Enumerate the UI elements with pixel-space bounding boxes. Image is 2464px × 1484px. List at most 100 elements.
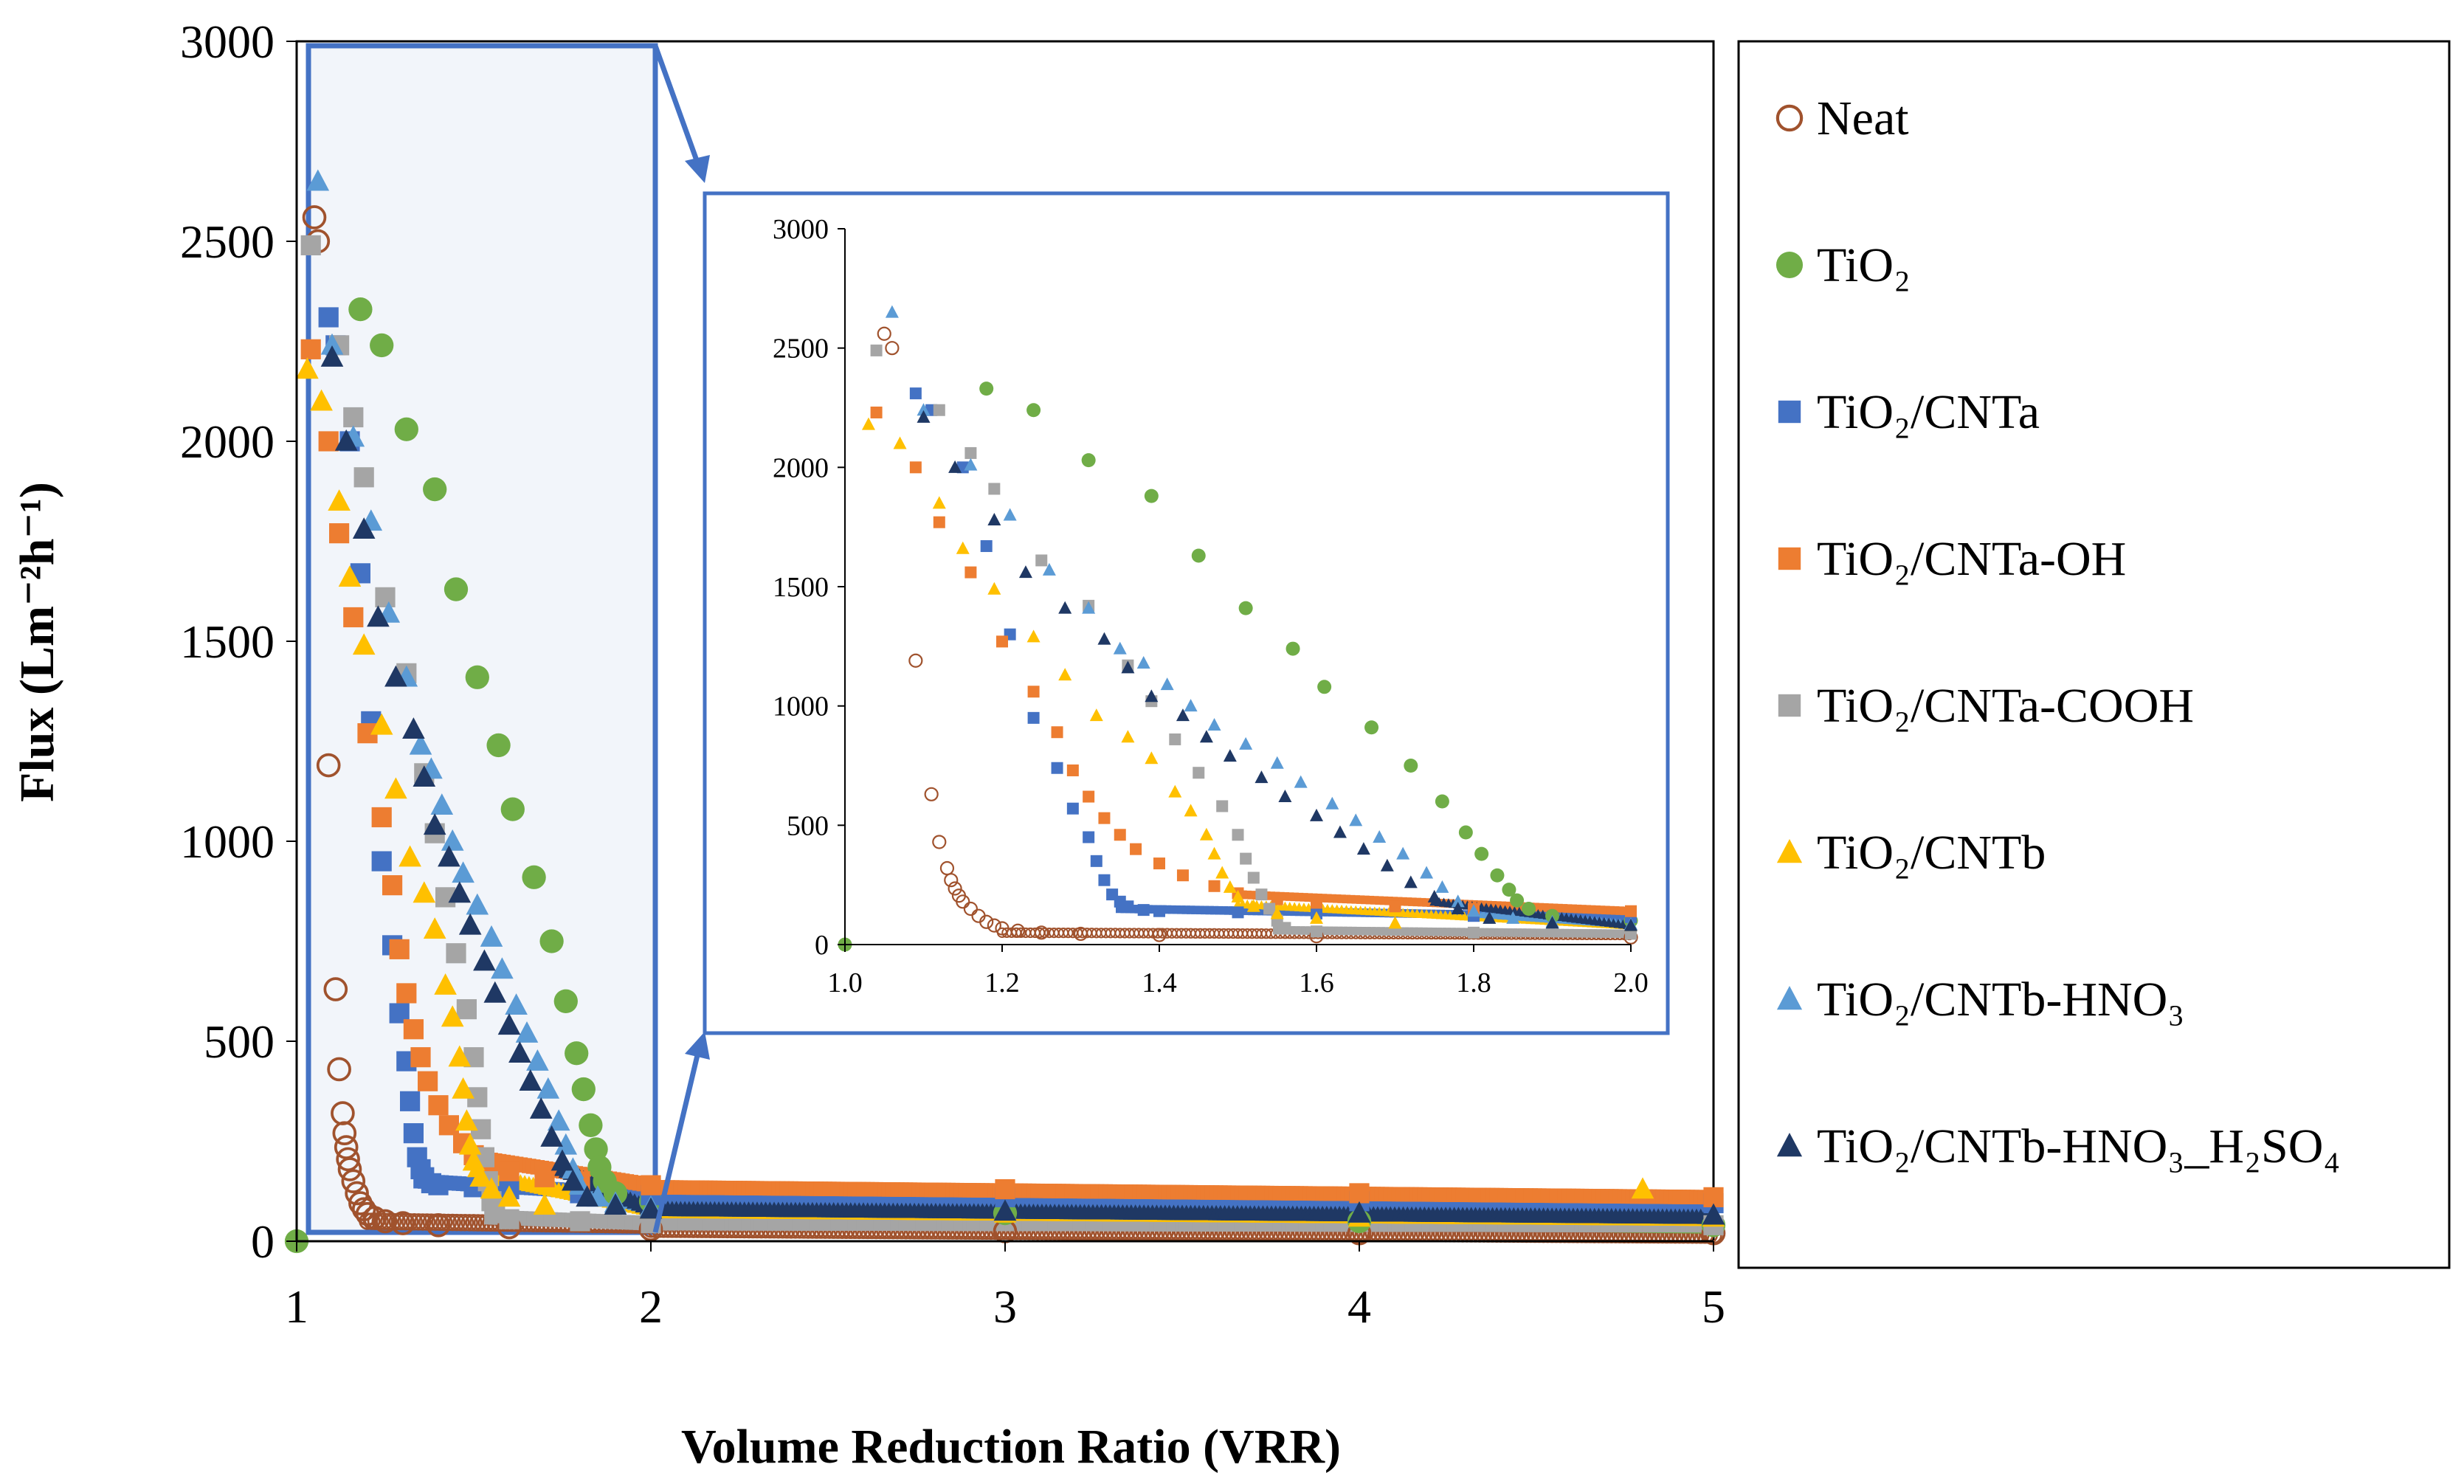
inset-tail-marker-s4 [1438,928,1447,936]
inset-data-point-s2 [1083,831,1095,843]
main-data-point-s7 [604,1193,627,1215]
main-data-point-s6 [409,733,432,755]
inset-tail-marker-s4 [1358,927,1367,936]
main-tail-marker-s0 [405,1213,424,1231]
inset-data-point-s6 [1506,911,1520,924]
main-data-point-s5 [458,1133,482,1155]
main-data-point-s5 [296,357,319,379]
main-tail-marker-s0 [414,1213,432,1231]
inset-data-point-s6 [1420,866,1434,879]
legend-marker-2 [1778,400,1801,424]
main-y-tick-label: 2000 [180,415,275,468]
inset-tail-marker-s3 [1294,892,1304,902]
legend-box [1737,40,2451,1269]
inset-data-point-s6 [1239,736,1253,750]
main-data-point-s2 [403,1123,424,1144]
inset-tail-marker-s4 [1339,926,1347,936]
inset-data-point-s1 [1081,453,1096,468]
main-data-point-s1 [522,865,546,889]
inset-data-point-s4 [1232,829,1244,841]
inset-tail-marker-s2 [1215,905,1224,915]
inset-tail-marker-s2 [1601,912,1610,922]
inset-tail-marker-s3 [1342,894,1351,904]
inset-tail-marker-s2 [1219,906,1229,915]
main-data-point-s3 [396,983,417,1004]
main-data-point-s3 [371,807,392,828]
main-data-point-s7 [1702,1203,1725,1225]
inset-tail-marker-s4 [1414,927,1423,936]
inset-tail-marker-s4 [1603,929,1612,938]
inset-y-tick-label: 0 [815,930,829,961]
inset-data-point-s4 [933,404,945,416]
inset-tail-marker-s4 [1400,927,1409,936]
inset-data-point-s3 [1083,790,1095,803]
main-data-point-s5 [441,1005,464,1027]
inset-tail-marker-s4 [1353,926,1362,936]
inset-data-point-s7 [1333,825,1347,838]
zoom-arrow-bottom-head [685,1032,710,1060]
main-data-point-s5 [455,1109,478,1131]
inset-tail-marker-s3 [1290,892,1299,902]
main-data-point-s7 [352,517,376,539]
inset-x-tick-label: 1.2 [984,967,1020,998]
inset-data-point-s5 [1246,899,1260,912]
main-data-point-s6 [547,1109,570,1131]
inset-data-point-s1 [1191,548,1206,563]
inset-data-point-s0 [908,653,923,668]
inset-tail-marker-s2 [1286,907,1294,917]
inset-tail-marker-s3 [1483,900,1492,910]
inset-tail-marker-s2 [1243,906,1252,916]
inset-tail-marker-s2 [1280,907,1290,916]
main-x-tick-label: 3 [993,1280,1017,1333]
inset-tail-marker-s3 [1422,898,1431,907]
main-data-point-s7 [448,881,472,903]
inset-tail-marker-s4 [1574,928,1584,938]
main-data-point-s3 [382,875,403,896]
inset-tail-marker-s2 [1610,912,1620,922]
inset-data-point-s4 [1263,903,1276,915]
main-data-point-s3 [343,607,364,628]
inset-data-point-s0 [987,918,1001,933]
inset-data-point-s6 [1184,699,1198,712]
main-data-point-s7 [519,1069,542,1091]
inset-tail-marker-s3 [1398,897,1407,906]
inset-tail-marker-s4 [1546,928,1556,938]
inset-data-point-s5 [1145,751,1159,765]
inset-tail-marker-s2 [1224,906,1233,915]
inset-tail-marker-s3 [1573,904,1582,914]
main-data-point-s0 [362,1206,387,1230]
inset-tail-marker-s3 [1403,897,1412,906]
inset-data-point-s5 [1199,827,1213,841]
inset-tail-marker-s4 [1612,929,1621,939]
inset-tail-marker-s4 [1528,928,1536,937]
inset-tail-marker-s3 [1488,901,1497,910]
inset-tail-marker-s4 [1287,926,1296,935]
inset-tail-marker-s4 [1334,926,1343,936]
legend-label-4: TiO₂/CNTa-COOH [1817,679,2194,733]
inset-data-point-s5 [1089,708,1103,722]
inset-data-point-s3 [909,461,922,474]
inset-tail-marker-s4 [1325,926,1333,936]
inset-tail-marker-s2 [1596,912,1606,921]
inset-tail-marker-s3 [1337,894,1346,903]
inset-data-point-s1 [1510,893,1525,908]
inset-tail-marker-s4 [1305,926,1315,935]
inset-tail-marker-s4 [1560,928,1570,938]
inset-tail-marker-s4 [1386,927,1395,936]
main-data-point-s6 [320,333,344,355]
inset-data-point-s3 [1027,686,1040,698]
inset-data-point-s7 [1624,918,1638,931]
main-tail-marker-s0 [371,1212,390,1230]
inset-data-point-s5 [1026,629,1041,643]
main-data-point-s5 [1631,1177,1654,1199]
legend-label-0: Neat [1817,92,1909,145]
main-data-point-s7 [384,665,407,687]
inset-data-point-s7 [1427,889,1441,903]
inset-data-point-s0 [995,921,1010,936]
inset-data-point-s1 [1026,403,1041,418]
inset-tail-marker-s4 [1513,928,1522,937]
inset-data-point-s4 [1468,926,1480,939]
inset-tail-marker-s4 [1607,929,1617,938]
inset-data-point-s2 [1051,762,1063,774]
main-data-point-s4 [570,1211,590,1232]
